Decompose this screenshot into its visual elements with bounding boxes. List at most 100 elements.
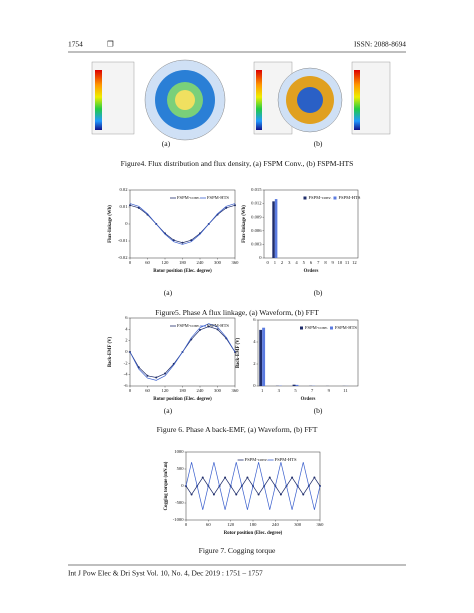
x-tick-label: 60 [145, 260, 150, 265]
bar [259, 329, 263, 386]
x-tick-label: 300 [214, 260, 222, 265]
series-marker [190, 239, 193, 242]
series-marker [216, 328, 219, 331]
series-marker [212, 493, 215, 496]
x-tick-label: 10 [338, 260, 343, 265]
series-marker [257, 493, 260, 496]
x-tick-label: 9 [328, 388, 331, 393]
panel-label: (a) [164, 406, 173, 415]
x-axis-label: Orders [301, 397, 316, 402]
y-tick-label: 0.006 [251, 228, 262, 233]
y-tick-label: 6 [125, 315, 128, 320]
legend-label: FSPM-conv. [308, 195, 331, 200]
x-tick-label: 240 [272, 522, 280, 527]
x-tick-label: 180 [179, 260, 187, 265]
series-marker [155, 376, 158, 379]
y-tick-label: 1000 [174, 449, 184, 454]
x-tick-label: 0 [266, 260, 269, 265]
y-tick-label: 0 [181, 483, 184, 488]
x-tick-label: 6 [310, 260, 313, 265]
fem-image-a [91, 59, 226, 141]
y-tick-label: 0.009 [251, 214, 262, 219]
y-tick-label: -4 [124, 372, 129, 377]
series-marker [181, 241, 184, 244]
series-marker [129, 204, 131, 207]
y-tick-label: -6 [124, 383, 129, 388]
x-tick-label: 7 [311, 388, 314, 393]
x-tick-label: 0 [129, 388, 132, 393]
x-tick-label: 7 [317, 260, 320, 265]
plot-frame [129, 189, 236, 259]
y-tick-label: 0.003 [251, 241, 262, 246]
bar [262, 327, 266, 386]
y-tick-label: -1000 [173, 517, 184, 522]
series-marker [268, 476, 271, 479]
x-tick-label: 300 [294, 522, 302, 527]
y-axis-label: Flux-linkage (Wb) [108, 205, 113, 243]
panel-label: (a) [164, 288, 173, 297]
bar [274, 199, 278, 258]
x-tick-label: 2 [281, 260, 284, 265]
y-tick-label: 4 [253, 339, 256, 344]
series-line [129, 204, 236, 244]
x-axis-label: Rotor position (Elec. degree) [224, 531, 283, 536]
panel-label: (b) [314, 406, 323, 415]
legend-swatch [300, 326, 303, 330]
panel-label: (a) [162, 139, 171, 148]
series-marker [172, 239, 175, 242]
x-tick-label: 240 [197, 260, 205, 265]
issn: ISSN: 2088-8694 [354, 40, 406, 49]
x-tick-label: 5 [303, 260, 306, 265]
plot-frame [257, 319, 359, 387]
bar [292, 384, 296, 386]
figure-caption: Figure 7. Cogging torque [199, 546, 276, 555]
series-marker [199, 328, 201, 331]
panel-label: (b) [314, 139, 323, 148]
x-tick-label: 120 [227, 522, 235, 527]
series-marker [225, 206, 228, 209]
legend-label: FSPM-HTS [338, 195, 360, 200]
page-number: 1754 [68, 40, 83, 49]
x-axis-label: Orders [304, 269, 319, 274]
y-tick-label: -2 [124, 360, 129, 365]
y-tick-label: 2 [253, 361, 256, 366]
series-marker [246, 476, 249, 479]
x-tick-label: 11 [343, 388, 348, 393]
y-tick-label: -500 [175, 500, 184, 505]
x-tick-label: 180 [179, 388, 187, 393]
x-tick-label: 12 [352, 260, 357, 265]
series-marker [291, 476, 294, 479]
y-tick-label: 0 [259, 255, 262, 260]
x-tick-label: 0 [185, 522, 188, 527]
series-marker [207, 325, 210, 328]
x-axis-label: Rotor position (Elec. degree) [153, 397, 212, 402]
y-tick-label: 0.012 [251, 201, 262, 206]
series-marker [235, 493, 238, 496]
series-marker [234, 204, 236, 207]
x-tick-label: 1 [274, 260, 277, 265]
x-tick-label: 360 [317, 522, 325, 527]
series-marker [313, 476, 316, 479]
y-tick-label: 0 [125, 221, 128, 226]
legend-label: FSPM-conv. [305, 325, 328, 330]
legend-label: FSPM-HTS [207, 323, 229, 328]
panel-label: (b) [314, 288, 323, 297]
series-marker [164, 372, 166, 375]
figure-caption: Figure4. Flux distribution and flux dens… [121, 159, 354, 168]
legend-label: FSPM-HTS [275, 457, 297, 462]
y-tick-label: 0 [253, 383, 256, 388]
y-tick-label: 4 [125, 326, 128, 331]
y-tick-label: 2 [125, 338, 128, 343]
bar [272, 201, 275, 258]
x-tick-label: 4 [295, 260, 298, 265]
series-marker [146, 374, 149, 377]
fem-image-b [253, 61, 391, 135]
series-line [129, 203, 236, 245]
series-marker [201, 476, 204, 479]
x-tick-label: 120 [162, 388, 170, 393]
x-tick-label: 60 [145, 388, 150, 393]
x-tick-label: 60 [206, 522, 211, 527]
y-tick-label: 0.02 [119, 187, 128, 192]
legend-swatch [333, 196, 337, 200]
